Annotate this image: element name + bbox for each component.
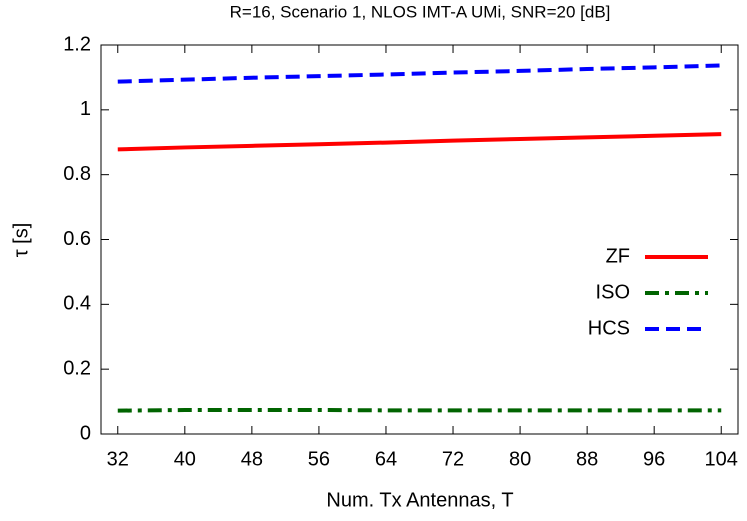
legend-label: ISO bbox=[596, 281, 630, 303]
x-tick-label: 88 bbox=[576, 448, 598, 470]
x-tick-label: 104 bbox=[705, 448, 738, 470]
y-tick-label: 0.4 bbox=[63, 293, 91, 315]
x-tick-label: 64 bbox=[375, 448, 397, 470]
legend-label: HCS bbox=[588, 317, 630, 339]
y-tick-label: 1.2 bbox=[63, 33, 91, 55]
series-line bbox=[117, 132, 722, 152]
y-tick-label: 1 bbox=[80, 98, 91, 120]
y-tick-label: 0.2 bbox=[63, 357, 91, 379]
chart-title: R=16, Scenario 1, NLOS IMT-A UMi, SNR=20… bbox=[230, 2, 611, 21]
x-tick-label: 56 bbox=[308, 448, 330, 470]
x-tick-label: 80 bbox=[509, 448, 531, 470]
series-line bbox=[117, 408, 722, 413]
legend-label: ZF bbox=[606, 245, 630, 267]
x-tick-label: 72 bbox=[442, 448, 464, 470]
x-tick-label: 48 bbox=[241, 448, 263, 470]
plot-frame bbox=[100, 44, 739, 435]
x-axis-label: Num. Tx Antennas, T bbox=[326, 489, 513, 511]
y-tick-label: 0 bbox=[80, 422, 91, 444]
x-tick-label: 32 bbox=[107, 448, 129, 470]
y-tick-label: 0.8 bbox=[63, 163, 91, 185]
series-line bbox=[117, 63, 722, 84]
y-axis-label: τ [s] bbox=[10, 223, 32, 258]
y-tick-label: 0.6 bbox=[63, 228, 91, 250]
x-tick-label: 40 bbox=[174, 448, 196, 470]
x-tick-label: 96 bbox=[643, 448, 665, 470]
